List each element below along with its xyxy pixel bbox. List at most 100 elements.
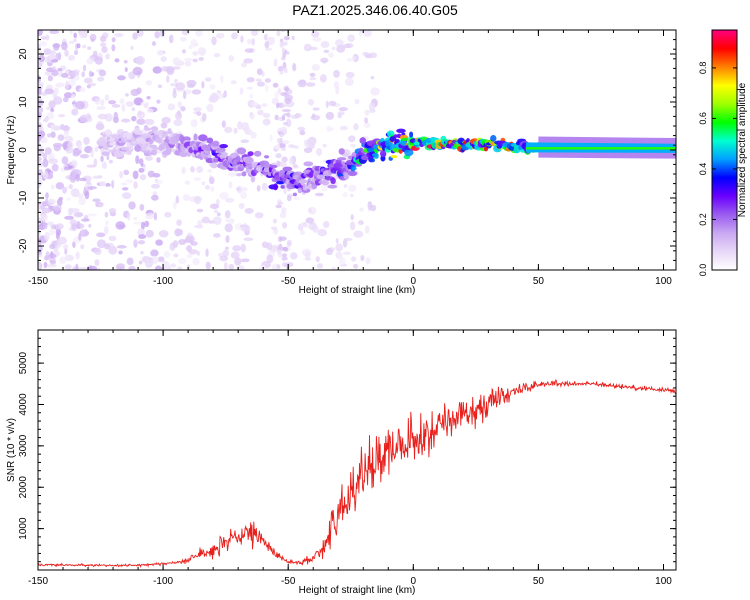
noise-blob: [221, 120, 226, 128]
ridge-blob: [207, 154, 212, 159]
noise-blob: [228, 263, 235, 270]
noise-blob: [61, 125, 71, 131]
noise-blob: [303, 43, 312, 52]
noise-blob: [143, 103, 149, 109]
noise-blob: [78, 197, 86, 206]
ridge-blob: [160, 122, 168, 129]
noise-blob: [81, 218, 90, 222]
noise-blob: [99, 180, 107, 187]
ridge-blob: [404, 149, 414, 157]
noise-blob: [80, 244, 85, 250]
noise-blob: [224, 246, 230, 250]
noise-blob: [145, 212, 155, 220]
noise-blob: [157, 50, 164, 56]
noise-blob: [138, 260, 143, 265]
noise-blob: [283, 121, 288, 126]
noise-blob: [364, 225, 370, 234]
noise-blob: [60, 72, 69, 78]
noise-blob: [193, 177, 202, 182]
noise-blob: [64, 247, 68, 255]
noise-blob: [38, 230, 41, 240]
noise-blob: [283, 94, 291, 98]
noise-blob: [320, 57, 329, 63]
noise-blob: [353, 123, 359, 131]
noise-blob: [176, 219, 182, 226]
noise-blob: [182, 194, 190, 202]
noise-blob: [73, 32, 77, 39]
noise-blob: [228, 218, 235, 224]
noise-blob: [121, 103, 126, 112]
noise-blob: [72, 152, 80, 157]
noise-blob: [215, 32, 225, 39]
noise-blob: [180, 105, 186, 112]
noise-blob: [201, 112, 207, 122]
noise-blob: [359, 207, 364, 212]
noise-blob: [212, 233, 221, 238]
noise-blob: [183, 57, 193, 62]
noise-blob: [45, 192, 49, 199]
noise-blob: [117, 75, 126, 81]
noise-blob: [228, 181, 233, 189]
ridge-blob: [215, 147, 226, 153]
noise-blob: [278, 131, 285, 138]
noise-blob: [52, 66, 56, 71]
noise-blob: [45, 34, 50, 41]
noise-blob: [196, 111, 202, 116]
noise-blob: [55, 182, 65, 190]
noise-blob: [213, 53, 221, 58]
noise-blob: [167, 103, 176, 111]
noise-blob: [191, 89, 202, 95]
noise-blob: [338, 257, 346, 266]
noise-blob: [276, 30, 281, 37]
noise-blob: [264, 84, 269, 93]
noise-blob: [79, 177, 87, 182]
ridge-blob: [161, 133, 169, 138]
x-tick-label: -150: [28, 576, 48, 587]
noise-blob: [275, 204, 282, 209]
noise-blob: [172, 66, 181, 70]
ridge-blob: [359, 137, 367, 145]
noise-blob: [335, 237, 339, 245]
y-tick-label: 5000: [18, 352, 29, 375]
noise-blob: [311, 31, 320, 38]
noise-blob: [49, 243, 56, 250]
noise-blob: [345, 71, 355, 79]
noise-blob: [196, 165, 204, 174]
noise-blob: [153, 212, 158, 221]
noise-blob: [138, 158, 144, 165]
noise-blob: [52, 43, 61, 49]
noise-blob: [75, 100, 85, 110]
noise-blob: [331, 46, 336, 51]
noise-blob: [185, 235, 195, 243]
noise-blob: [367, 203, 372, 212]
noise-blob: [89, 83, 97, 87]
noise-blob: [292, 163, 298, 168]
noise-blob: [130, 88, 140, 97]
noise-blob: [43, 261, 48, 269]
noise-blob: [261, 241, 269, 249]
noise-blob: [130, 45, 134, 50]
noise-blob: [100, 99, 105, 106]
noise-blob: [249, 93, 254, 99]
noise-blob: [344, 77, 354, 87]
noise-blob: [201, 216, 210, 224]
noise-blob: [209, 84, 216, 90]
ridge-blob: [241, 171, 247, 177]
noise-blob: [224, 126, 233, 134]
noise-blob: [272, 82, 279, 88]
noise-blob: [70, 71, 80, 77]
noise-blob: [201, 181, 206, 186]
noise-blob: [262, 113, 271, 118]
noise-blob: [175, 82, 186, 91]
noise-blob: [181, 49, 187, 54]
noise-blob: [154, 31, 160, 39]
x-tick-label: -100: [153, 576, 173, 587]
noise-blob: [135, 30, 144, 37]
noise-blob: [48, 158, 59, 165]
noise-blob: [366, 187, 374, 191]
ridge-blob: [236, 173, 243, 177]
noise-blob: [337, 113, 342, 119]
noise-blob: [123, 60, 128, 64]
noise-blob: [194, 195, 202, 205]
ridge-blob: [297, 187, 303, 194]
